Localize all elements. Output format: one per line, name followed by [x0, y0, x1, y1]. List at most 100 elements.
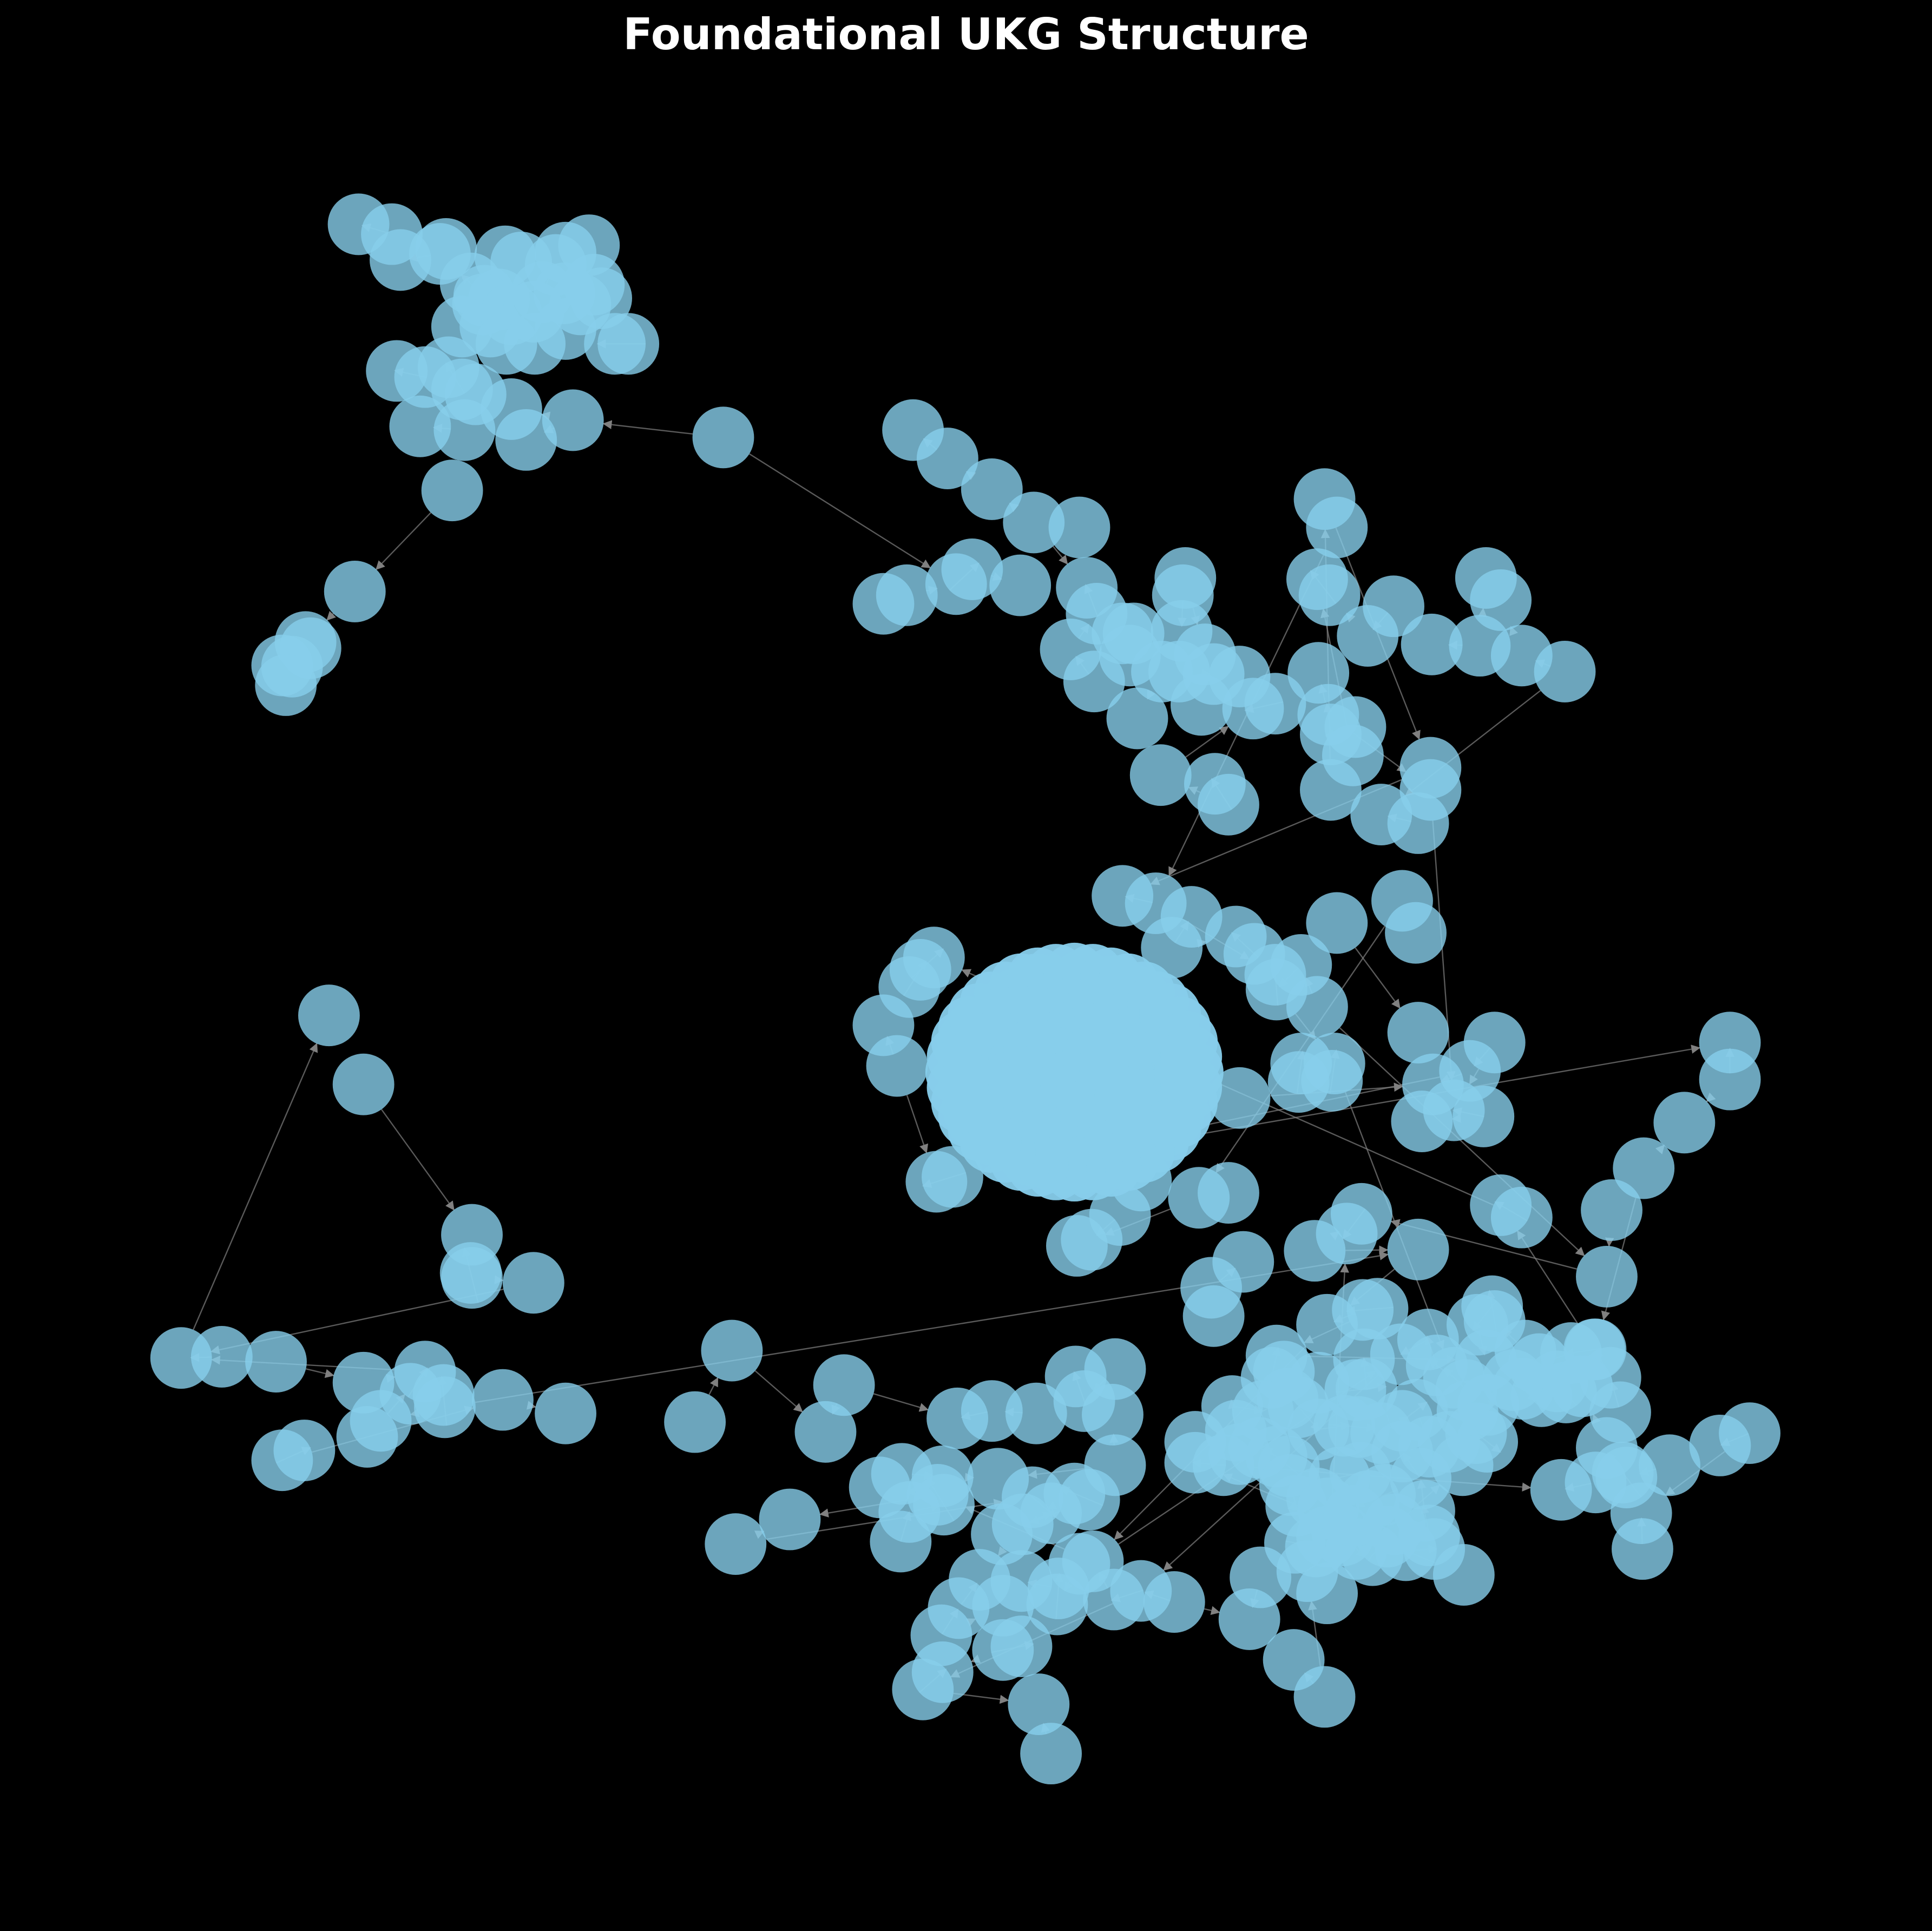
graph-node — [1208, 1067, 1271, 1129]
graph-node — [1182, 1285, 1245, 1347]
graph-edge — [1355, 947, 1401, 1009]
graph-edge — [906, 1095, 929, 1154]
graph-edge — [193, 1042, 318, 1330]
graph-node — [705, 1513, 767, 1575]
graph-node — [421, 459, 483, 522]
graph-node — [1387, 1218, 1449, 1280]
graph-node — [1719, 1402, 1780, 1464]
graph-node — [1298, 564, 1361, 626]
graph-node — [1576, 1246, 1638, 1308]
graph-node — [542, 389, 604, 451]
graph-node — [1301, 1049, 1363, 1112]
graph-node — [535, 1382, 596, 1444]
graph-node — [1293, 1666, 1356, 1728]
graph-node — [971, 1503, 1033, 1565]
graph-node — [1490, 1186, 1553, 1249]
graph-node — [597, 313, 660, 375]
graph-node — [1264, 1512, 1326, 1574]
graph-node — [324, 561, 386, 622]
graph-node — [852, 573, 915, 635]
graph-title: Foundational UKG Structure — [623, 9, 1309, 60]
graph-node — [1154, 547, 1217, 609]
graph-node — [1286, 976, 1348, 1038]
graph-node — [692, 406, 754, 469]
graph-node — [1364, 1493, 1426, 1555]
graph-node — [1170, 674, 1232, 736]
graph-node — [1399, 759, 1462, 821]
graph-node — [1300, 759, 1362, 821]
graph-node — [251, 1429, 313, 1492]
graph-node — [1048, 496, 1110, 559]
graph-node — [433, 399, 496, 461]
graph-node — [1453, 1086, 1515, 1147]
graph-edge — [708, 1377, 719, 1395]
graph-node — [892, 1658, 954, 1720]
graph-edge — [970, 1654, 981, 1663]
graph-node — [1401, 613, 1463, 675]
graph-node — [502, 1252, 564, 1314]
graph-node — [1639, 1434, 1700, 1496]
graph-node — [332, 1053, 395, 1115]
graph-node — [1306, 892, 1368, 954]
graph-node — [563, 254, 625, 316]
graph-node — [441, 1247, 503, 1309]
graph-node — [1020, 1723, 1082, 1785]
graph-node — [245, 1331, 307, 1393]
graph-node — [1432, 1544, 1495, 1606]
hub-cluster-node — [1094, 1066, 1156, 1128]
graph-node — [1141, 917, 1203, 978]
graph-node — [1306, 496, 1368, 559]
graph-node — [1106, 687, 1168, 750]
graph-node — [1431, 1434, 1494, 1496]
graph-node — [1198, 1162, 1259, 1224]
graph-node — [336, 1406, 398, 1468]
graph-node — [1551, 1355, 1613, 1417]
graph-edge — [602, 420, 693, 435]
graph-node — [1346, 1278, 1409, 1340]
graph-edge — [1185, 726, 1229, 758]
graph-node — [1463, 1012, 1526, 1074]
graph-node — [664, 1391, 726, 1453]
graph-edge — [376, 512, 431, 570]
graph-node — [1084, 1338, 1146, 1400]
graph-node — [1653, 1092, 1716, 1154]
hub-cluster-node — [1160, 1026, 1223, 1088]
graph-node — [1699, 1048, 1761, 1111]
graph-node — [1387, 1002, 1449, 1064]
graph-node — [972, 1619, 1034, 1681]
graph-node — [190, 1326, 253, 1388]
graph-node — [701, 1319, 763, 1382]
graph-edge — [1053, 546, 1068, 565]
graph-node — [1244, 673, 1306, 735]
graph-node — [1192, 1434, 1254, 1496]
graph-node — [1581, 1179, 1642, 1241]
graph-node — [989, 554, 1052, 616]
graph-node — [1330, 1183, 1392, 1245]
graph-node — [1296, 1562, 1358, 1625]
graph-node — [794, 1401, 857, 1463]
graph-node — [1082, 1384, 1144, 1446]
nodes-layer — [150, 193, 1780, 1785]
graph-node — [1198, 773, 1259, 836]
graph-node — [1363, 575, 1424, 638]
graph-node — [961, 1380, 1023, 1442]
graph-node — [1005, 1382, 1067, 1444]
graph-node — [1612, 1518, 1673, 1580]
graph-node — [1058, 1469, 1120, 1531]
graph-edge — [326, 610, 336, 621]
graph-node — [472, 1369, 534, 1431]
graph-node — [813, 1354, 875, 1416]
graph-node — [535, 298, 596, 360]
graph-node — [1470, 569, 1532, 631]
graph-edge — [748, 453, 931, 568]
graph-node — [1003, 491, 1065, 554]
graph-node — [1008, 1673, 1070, 1735]
graph-edge — [873, 1393, 929, 1412]
graph-node — [925, 553, 987, 615]
graph-node — [1576, 1417, 1638, 1479]
graph-node — [495, 409, 557, 471]
graph-node — [389, 395, 451, 457]
graph-node — [961, 458, 1023, 520]
graph-edge — [754, 1370, 803, 1413]
